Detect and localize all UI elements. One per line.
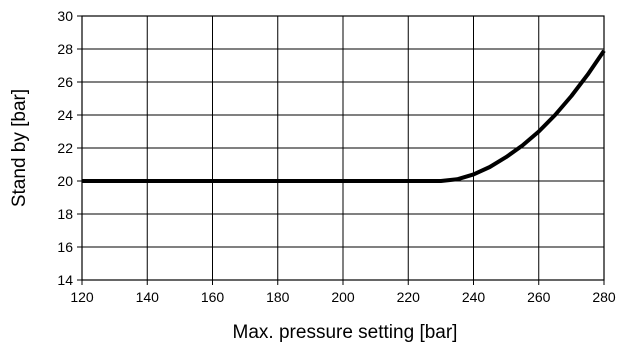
x-tick-label-160: 160 [201,289,225,305]
y-tick-label-18: 18 [57,206,73,222]
x-tick-label-180: 180 [266,289,290,305]
y-tick-label-26: 26 [57,74,73,90]
series-layer [82,49,606,183]
y-axis-ticks: 14 16 18 20 22 24 26 28 30 [57,8,82,288]
x-tick-label-240: 240 [462,289,486,305]
x-axis-ticks: 120 140 160 180 200 220 240 260 280 [70,280,616,305]
x-tick-label-140: 140 [136,289,160,305]
y-tick-label-22: 22 [57,140,73,156]
y-tick-label-20: 20 [57,173,73,189]
y-tick-label-16: 16 [57,239,73,255]
x-tick-label-280: 280 [592,289,616,305]
x-tick-label-120: 120 [70,289,94,305]
y-tick-label-14: 14 [57,272,73,288]
y-tick-label-24: 24 [57,107,73,123]
y-tick-label-30: 30 [57,8,73,24]
grid [81,15,605,281]
x-tick-label-220: 220 [397,289,421,305]
x-tick-label-260: 260 [527,289,551,305]
y-axis-title: Stand by [bar] [9,89,30,207]
y-tick-label-28: 28 [57,41,73,57]
series-line-1 [82,49,606,183]
x-axis-title: Max. pressure setting [bar] [233,322,458,343]
x-tick-label-200: 200 [331,289,355,305]
